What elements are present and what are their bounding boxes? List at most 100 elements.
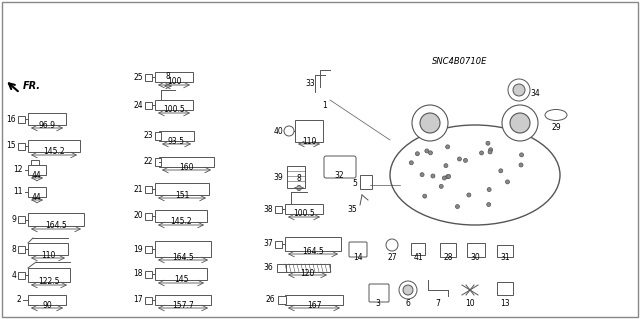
Text: 110: 110 [302,137,316,146]
Text: 21: 21 [134,184,143,194]
Text: 7: 7 [436,300,440,308]
Text: 90: 90 [42,300,52,309]
Circle shape [431,174,435,178]
Text: 145: 145 [173,276,188,285]
Bar [467,243,485,257]
Bar [145,73,152,80]
Text: 24: 24 [133,100,143,109]
Text: 164.5: 164.5 [45,221,67,231]
Bar [497,245,513,257]
Text: 22: 22 [143,158,153,167]
Bar [145,212,152,219]
Circle shape [506,180,509,184]
Bar [285,204,323,214]
Circle shape [415,152,419,156]
Circle shape [442,176,446,180]
Bar [155,72,193,82]
Text: 28: 28 [444,254,452,263]
Text: 100.5: 100.5 [163,106,185,115]
Bar [145,186,152,192]
Circle shape [513,84,525,96]
Text: 33: 33 [305,78,315,87]
Circle shape [463,159,467,162]
Bar [155,241,211,257]
Text: 16: 16 [6,115,16,123]
Text: 34: 34 [530,88,540,98]
Bar [145,246,152,253]
Text: 5: 5 [352,179,357,188]
Bar [285,264,330,272]
Text: FR.: FR. [23,81,41,91]
Circle shape [428,151,433,155]
Text: 120: 120 [300,269,315,278]
Bar [28,187,46,197]
Circle shape [458,157,461,161]
Text: 11: 11 [13,188,23,197]
Bar [28,243,68,255]
Bar [28,113,66,125]
Bar [18,216,25,223]
Circle shape [519,163,523,167]
Text: 8: 8 [166,72,170,81]
Text: 17: 17 [133,295,143,305]
Bar [18,271,25,278]
Text: 93.5: 93.5 [168,137,185,146]
Text: 96.9: 96.9 [38,121,56,130]
Circle shape [479,151,484,155]
Text: 2: 2 [16,295,21,305]
Text: 32: 32 [334,170,344,180]
Text: 44: 44 [32,194,42,203]
Bar [155,210,207,222]
Text: 4: 4 [11,271,16,279]
Bar [360,175,372,189]
Text: 27: 27 [387,254,397,263]
Circle shape [447,174,451,178]
Circle shape [502,105,538,141]
Bar [497,282,513,295]
Bar [28,268,70,282]
Text: 14: 14 [353,254,363,263]
Text: 38: 38 [264,204,273,213]
Circle shape [467,193,471,197]
Text: 19: 19 [133,244,143,254]
Bar [277,264,286,272]
Bar [155,268,207,280]
Circle shape [488,150,492,154]
Bar [275,205,282,212]
Text: 25: 25 [133,72,143,81]
Bar [155,132,161,140]
Bar [159,157,214,167]
Circle shape [439,184,444,189]
Circle shape [489,148,493,152]
Bar [18,246,25,253]
Text: 100: 100 [167,78,181,86]
Text: 164.5: 164.5 [302,247,324,256]
Bar [145,296,152,303]
Text: 31: 31 [500,254,510,263]
Bar [145,101,152,108]
Text: 110: 110 [41,250,55,259]
Text: 6: 6 [406,300,410,308]
Text: 18: 18 [134,270,143,278]
Bar [28,213,84,226]
Text: 12: 12 [13,166,23,174]
Bar [155,295,211,305]
Text: 8: 8 [296,174,301,183]
Bar [440,243,456,257]
Bar [285,237,341,251]
Text: 37: 37 [263,240,273,249]
Bar [28,165,46,175]
Bar [18,143,25,150]
Bar [28,140,80,152]
Bar [287,166,305,188]
Text: 1: 1 [323,100,328,109]
Text: 100.5: 100.5 [293,210,315,219]
Ellipse shape [545,109,567,121]
FancyBboxPatch shape [349,242,367,257]
Text: 23: 23 [143,131,153,140]
Circle shape [499,169,503,173]
Text: 122.5: 122.5 [38,278,60,286]
Bar [145,271,152,278]
Text: 10: 10 [465,300,475,308]
Text: 36: 36 [263,263,273,272]
